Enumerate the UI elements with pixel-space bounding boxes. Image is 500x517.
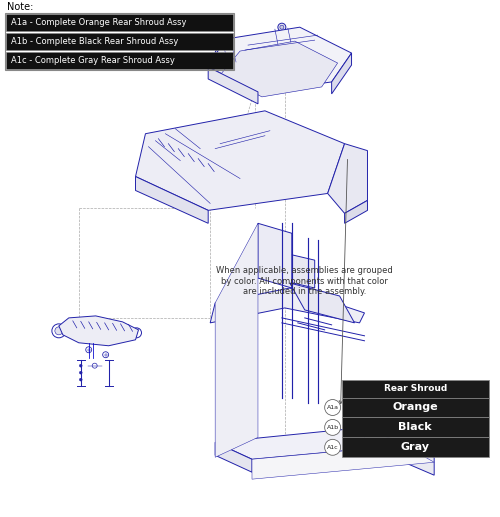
Circle shape (280, 25, 284, 29)
Polygon shape (136, 176, 208, 223)
Circle shape (215, 49, 223, 57)
Text: A1a - Complete Orange Rear Shroud Assy: A1a - Complete Orange Rear Shroud Assy (11, 18, 186, 27)
Circle shape (324, 419, 340, 435)
Polygon shape (285, 253, 314, 288)
Text: Black: Black (398, 422, 432, 432)
Text: When applicable, assemblies are grouped
by color. All components with that color: When applicable, assemblies are grouped … (216, 266, 393, 296)
Circle shape (86, 347, 91, 353)
Circle shape (102, 352, 108, 358)
Circle shape (217, 51, 221, 55)
Polygon shape (332, 53, 351, 94)
Circle shape (276, 457, 284, 464)
FancyBboxPatch shape (342, 398, 489, 417)
Polygon shape (252, 445, 434, 479)
Polygon shape (258, 223, 292, 288)
Polygon shape (215, 428, 404, 459)
Circle shape (80, 371, 82, 374)
Circle shape (80, 364, 82, 367)
Polygon shape (328, 144, 368, 214)
FancyBboxPatch shape (6, 52, 233, 69)
FancyBboxPatch shape (6, 14, 233, 31)
Circle shape (92, 363, 97, 368)
Polygon shape (290, 283, 354, 323)
Text: A1c: A1c (327, 445, 338, 450)
FancyBboxPatch shape (342, 437, 489, 457)
Polygon shape (210, 288, 364, 323)
Text: A1b: A1b (326, 425, 338, 430)
Polygon shape (208, 27, 352, 92)
Polygon shape (208, 67, 258, 104)
Circle shape (376, 430, 388, 442)
FancyBboxPatch shape (6, 33, 233, 50)
Circle shape (324, 400, 340, 416)
Circle shape (132, 328, 141, 338)
Circle shape (80, 378, 82, 381)
Polygon shape (215, 443, 252, 472)
Text: A1a: A1a (326, 405, 338, 410)
Polygon shape (344, 201, 368, 223)
Polygon shape (220, 41, 338, 97)
Polygon shape (136, 111, 344, 210)
Circle shape (52, 324, 66, 338)
Circle shape (55, 327, 63, 335)
FancyBboxPatch shape (342, 379, 489, 398)
Circle shape (419, 457, 429, 466)
FancyBboxPatch shape (342, 417, 489, 437)
Text: A1b - Complete Black Rear Shroud Assy: A1b - Complete Black Rear Shroud Assy (11, 37, 178, 46)
Circle shape (278, 23, 286, 31)
Polygon shape (215, 223, 258, 457)
Text: Note:: Note: (7, 2, 34, 12)
Text: Rear Shroud: Rear Shroud (384, 384, 447, 393)
Polygon shape (59, 316, 138, 346)
Polygon shape (364, 428, 434, 475)
Text: Orange: Orange (392, 403, 438, 413)
Circle shape (259, 445, 271, 457)
Text: A1c - Complete Gray Rear Shroud Assy: A1c - Complete Gray Rear Shroud Assy (11, 56, 175, 65)
Text: Gray: Gray (401, 443, 430, 452)
Circle shape (324, 439, 340, 455)
